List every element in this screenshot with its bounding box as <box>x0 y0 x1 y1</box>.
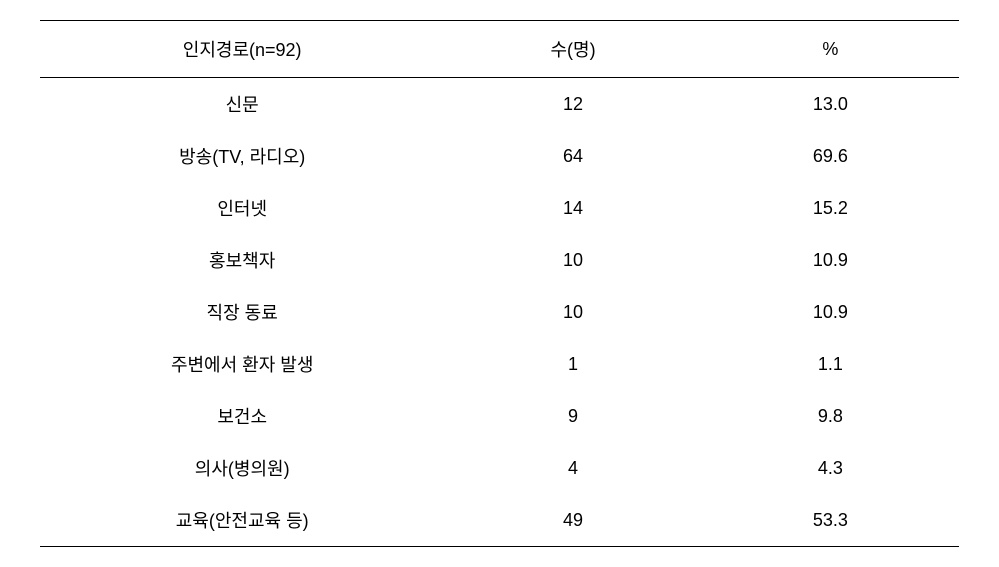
cell-count: 9 <box>444 390 701 442</box>
table-row: 주변에서 환자 발생11.1 <box>40 338 959 390</box>
column-header-label: 인지경로(n=92) <box>40 21 444 78</box>
column-header-percent: % <box>702 21 959 78</box>
table-row: 보건소99.8 <box>40 390 959 442</box>
cell-count: 1 <box>444 338 701 390</box>
table-header-row: 인지경로(n=92) 수(명) % <box>40 21 959 78</box>
cell-percent: 15.2 <box>702 182 959 234</box>
cell-label: 보건소 <box>40 390 444 442</box>
cell-percent: 1.1 <box>702 338 959 390</box>
cell-percent: 9.8 <box>702 390 959 442</box>
cell-count: 64 <box>444 130 701 182</box>
cell-count: 14 <box>444 182 701 234</box>
cell-percent: 4.3 <box>702 442 959 494</box>
cell-count: 4 <box>444 442 701 494</box>
cell-percent: 10.9 <box>702 286 959 338</box>
cell-count: 10 <box>444 234 701 286</box>
cell-label: 신문 <box>40 78 444 131</box>
cell-label: 의사(병의원) <box>40 442 444 494</box>
cell-label: 교육(안전교육 등) <box>40 494 444 547</box>
column-header-count: 수(명) <box>444 21 701 78</box>
cell-percent: 13.0 <box>702 78 959 131</box>
table-row: 방송(TV, 라디오)6469.6 <box>40 130 959 182</box>
table-row: 의사(병의원)44.3 <box>40 442 959 494</box>
cell-label: 직장 동료 <box>40 286 444 338</box>
data-table: 인지경로(n=92) 수(명) % 신문1213.0방송(TV, 라디오)646… <box>40 20 959 547</box>
table-row: 교육(안전교육 등)4953.3 <box>40 494 959 547</box>
table-row: 신문1213.0 <box>40 78 959 131</box>
table-body: 신문1213.0방송(TV, 라디오)6469.6인터넷1415.2홍보책자10… <box>40 78 959 547</box>
table-row: 홍보책자1010.9 <box>40 234 959 286</box>
cell-label: 방송(TV, 라디오) <box>40 130 444 182</box>
cell-percent: 53.3 <box>702 494 959 547</box>
cell-count: 12 <box>444 78 701 131</box>
cell-label: 인터넷 <box>40 182 444 234</box>
cell-label: 홍보책자 <box>40 234 444 286</box>
table-row: 인터넷1415.2 <box>40 182 959 234</box>
cell-label: 주변에서 환자 발생 <box>40 338 444 390</box>
table-row: 직장 동료1010.9 <box>40 286 959 338</box>
cell-percent: 10.9 <box>702 234 959 286</box>
cell-percent: 69.6 <box>702 130 959 182</box>
cell-count: 49 <box>444 494 701 547</box>
cell-count: 10 <box>444 286 701 338</box>
